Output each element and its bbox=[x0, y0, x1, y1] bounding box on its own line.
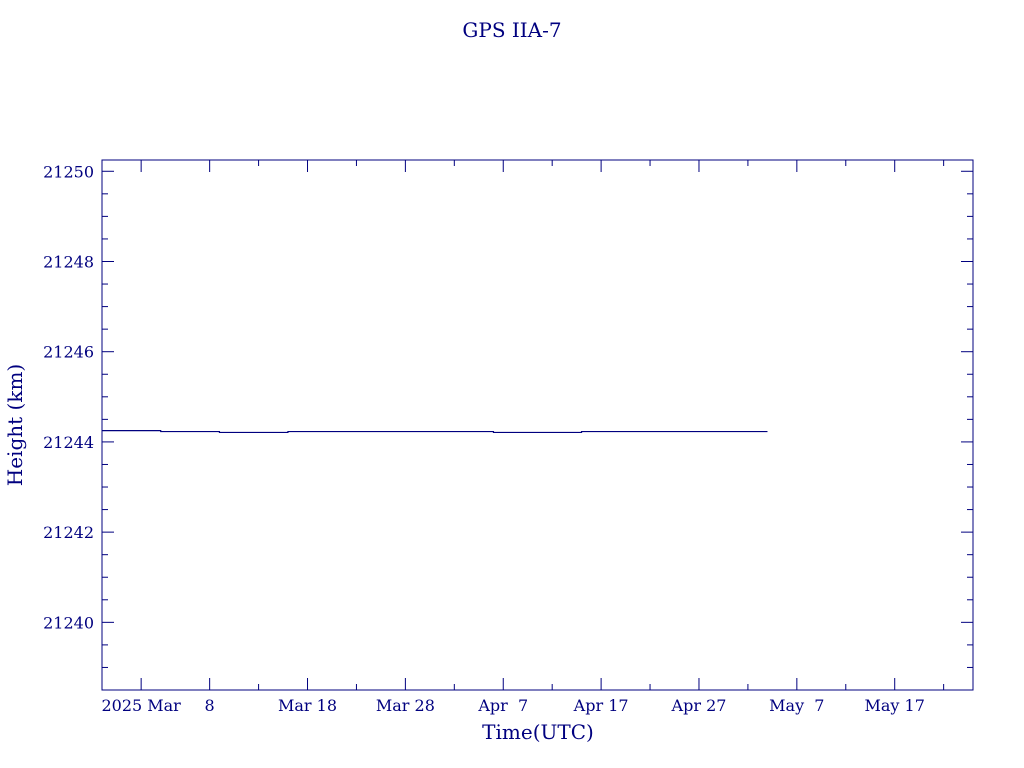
y-axis-label: Height (km) bbox=[3, 364, 27, 486]
x-tick-label: 2025 Mar bbox=[101, 696, 181, 715]
x-tick-label: Apr 17 bbox=[573, 696, 629, 715]
y-tick-label: 21244 bbox=[43, 433, 94, 452]
x-tick-label: May 17 bbox=[865, 696, 925, 715]
y-tick-label: 21248 bbox=[43, 252, 94, 271]
x-axis-label: Time(UTC) bbox=[482, 720, 594, 744]
y-tick-label: 21250 bbox=[43, 162, 94, 181]
plot-frame bbox=[101, 159, 974, 691]
x-tick-label: Mar 18 bbox=[278, 696, 337, 715]
y-tick-label: 21242 bbox=[43, 523, 94, 542]
x-tick-label: Apr 27 bbox=[671, 696, 727, 715]
tick-labels: 21240 21242 21244 21246 21248 21250 2025 Mar 8 M… bbox=[43, 162, 925, 715]
series-group bbox=[102, 430, 768, 434]
x-tick-label: Mar 28 bbox=[376, 696, 435, 715]
y-tick-label: 21240 bbox=[43, 613, 94, 632]
x-tick-label: May 7 bbox=[769, 696, 824, 715]
y-tick-label: 21246 bbox=[43, 343, 94, 362]
axis-ticks bbox=[102, 160, 973, 691]
x-tick-label: 8 bbox=[205, 696, 215, 715]
x-tick-label: Apr 7 bbox=[477, 696, 528, 715]
series-line-0 bbox=[102, 430, 768, 434]
chart-title: GPS IIA-7 bbox=[462, 18, 561, 42]
